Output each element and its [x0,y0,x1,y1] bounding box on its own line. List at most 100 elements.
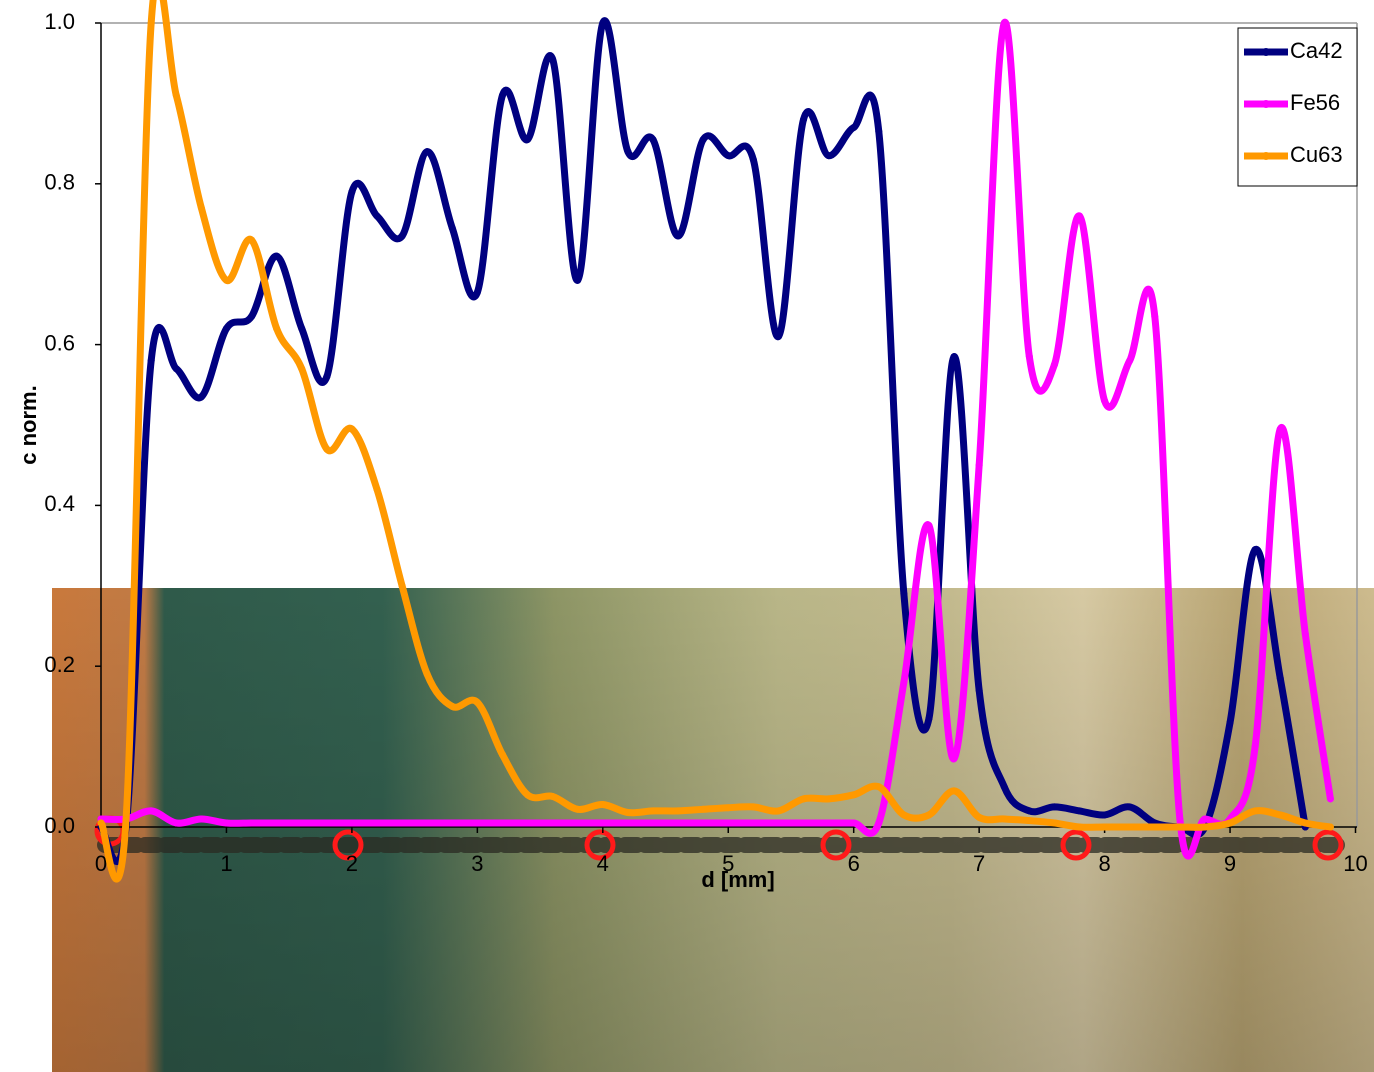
data-point [1126,823,1134,831]
data-point [1251,807,1259,815]
x-tick-label: 8 [1098,851,1110,876]
data-point [674,232,682,240]
data-point [524,136,532,144]
data-point [1176,823,1184,831]
x-tick-label: 9 [1224,851,1236,876]
data-point [1201,823,1209,831]
data-point [800,795,808,803]
data-point [624,148,632,156]
data-point [699,819,707,827]
data-point [147,19,155,27]
sample-marker [1060,829,1092,861]
data-point [248,819,256,827]
sample-marker [584,829,616,861]
data-point [850,124,858,132]
data-point [774,333,782,341]
data-point [473,819,481,827]
data-point [373,485,381,493]
data-point [1326,795,1334,803]
series-line [97,19,1334,860]
data-point [147,807,155,815]
data-point [448,702,456,710]
data-point [423,148,431,156]
x-tick-label: 5 [722,851,734,876]
data-point [298,325,306,333]
data-point [975,686,983,694]
data-point [724,152,732,160]
data-point [1000,19,1008,27]
data-point [599,800,607,808]
data-point [1251,743,1259,751]
data-point [825,152,833,160]
legend-marker [1262,48,1270,56]
data-point [1276,425,1284,433]
y-axis-label: c norm. [16,385,41,464]
data-point [248,312,256,320]
data-point [222,819,230,827]
data-point [649,819,657,827]
legend-label: Fe56 [1290,90,1340,115]
data-point [1050,361,1058,369]
data-point [1151,312,1159,320]
data-point [724,804,732,812]
data-point [298,819,306,827]
data-point [122,815,130,823]
data-point [248,236,256,244]
data-point [448,224,456,232]
y-tick-label: 0.4 [44,491,75,516]
data-point [524,791,532,799]
data-point [197,393,205,401]
data-point [574,805,582,813]
y-tick-label: 0.8 [44,170,75,195]
data-point [1126,803,1134,811]
data-point [674,807,682,815]
data-point [875,819,883,827]
data-point [900,811,908,819]
data-point [549,792,557,800]
legend-label: Ca42 [1290,38,1343,63]
data-point [1226,819,1234,827]
data-point [1076,212,1084,220]
x-tick-label: 2 [346,851,358,876]
x-tick-label: 10 [1343,851,1367,876]
data-point [900,678,908,686]
data-point [599,19,607,27]
data-point [273,325,281,333]
data-point [950,353,958,361]
data-point [473,698,481,706]
data-point [674,819,682,827]
data-point [197,204,205,212]
data-point [1101,811,1109,819]
data-point [749,819,757,827]
data-point [97,819,105,827]
sample-markers [94,815,1344,861]
data-point [473,288,481,296]
data-point [398,232,406,240]
data-point [1276,811,1284,819]
legend-marker [1262,100,1270,108]
data-point [524,819,532,827]
legend-label: Cu63 [1290,142,1343,167]
data-point [549,55,557,63]
data-point [975,461,983,469]
x-tick-label: 7 [973,851,985,876]
data-point [574,276,582,284]
data-point [825,819,833,827]
legend-marker [1262,152,1270,160]
data-point [1025,807,1033,815]
x-axis-label: d [mm] [701,867,774,892]
x-tick-label: 0 [95,851,107,876]
data-point [624,819,632,827]
data-point [197,815,205,823]
sample-marker [332,829,364,861]
data-point [574,819,582,827]
data-point [699,805,707,813]
data-point [1301,819,1309,827]
data-point [749,803,757,811]
data-point [1025,817,1033,825]
y-tick-label: 1.0 [44,9,75,34]
data-point [925,714,933,722]
data-point [875,783,883,791]
data-point [423,670,431,678]
